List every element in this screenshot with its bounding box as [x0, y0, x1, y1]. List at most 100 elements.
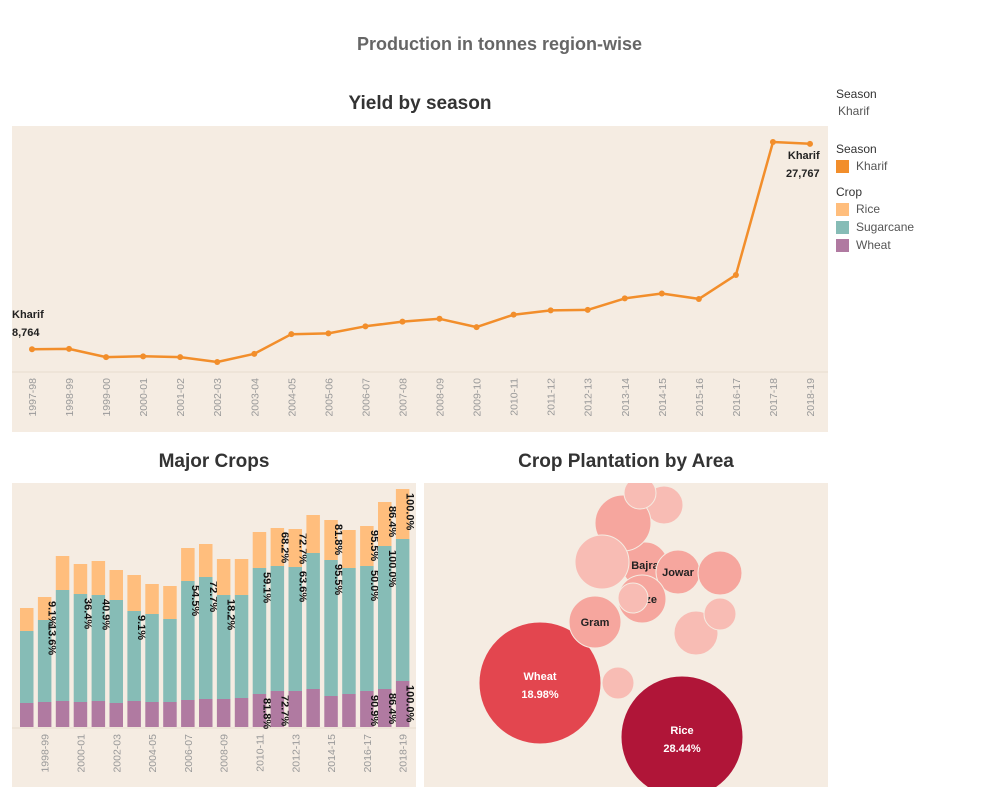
legend-item-wheat[interactable]: Wheat: [836, 238, 914, 252]
yield-point: [140, 353, 147, 360]
yield-point: [399, 318, 406, 325]
bar-segment-sugarcane: [360, 566, 374, 691]
yield-x-tick-label: 2008-09: [435, 378, 447, 417]
yield-point: [473, 324, 480, 331]
bar-x-tick-label: 2004-05: [147, 734, 159, 773]
bar-data-label: 81.8%: [332, 524, 344, 555]
bar-data-label: 72.7%: [296, 533, 308, 564]
bar-segment-sugarcane: [234, 595, 249, 698]
yield-x-tick-label: 2004-05: [286, 378, 298, 417]
yield-point: [621, 295, 628, 302]
bar-segment-wheat: [270, 691, 285, 727]
bar-segment-sugarcane: [127, 611, 141, 701]
bar-data-label: 18.2%: [225, 599, 237, 630]
yield-x-tick-label: 2006-07: [360, 378, 372, 417]
bubble-circle: [623, 476, 657, 510]
bubble-circle: [703, 597, 737, 631]
bar-x-tick-label: 2016-17: [362, 734, 374, 773]
yield-point: [325, 330, 332, 337]
yield-x-tick-label: 2012-13: [583, 378, 595, 417]
bubble-circle: [568, 595, 622, 649]
legend-panel: Season Kharif Season Kharif Crop Rice Su…: [836, 87, 914, 256]
bubble-unlabeled: [601, 666, 635, 700]
yield-end-value: 27,767: [786, 168, 820, 180]
bar-segment-rice: [163, 586, 177, 619]
bar-segment-sugarcane: [324, 560, 338, 696]
bubble-label: Jowar: [662, 567, 695, 579]
yield-x-tick-label: 2011-12: [546, 378, 558, 416]
yield-x-tick-label: 2001-02: [175, 378, 187, 417]
yield-point: [732, 271, 739, 278]
bar-segment-sugarcane: [91, 595, 106, 701]
bar-segment-sugarcane: [216, 595, 231, 699]
bar-segment-sugarcane: [270, 566, 285, 691]
major-crops-bar-chart: 13.6%9.1% 36.4% 40.9% 9.1%54.5% 72.7%18.2%81…: [12, 489, 416, 773]
bar-data-label: 36.4%: [81, 598, 93, 629]
bar-segment-wheat: [252, 694, 267, 727]
bar-data-label: 95.5%: [368, 530, 380, 561]
bubble-value: 28.44%: [663, 743, 701, 755]
bar-segment-rice: [37, 597, 52, 620]
bar-segment-wheat: [199, 699, 213, 727]
bar-data-label: 86.4%: [386, 693, 398, 724]
legend-label-rice: Rice: [856, 202, 881, 216]
bar-segment-wheat: [342, 694, 356, 727]
yield-x-tick-label: 2016-17: [731, 378, 743, 417]
bar-segment-wheat: [288, 691, 302, 727]
season-legend-title: Season: [836, 142, 877, 156]
legend-item-kharif[interactable]: Kharif: [836, 159, 914, 173]
bar-x-tick-label: 2008-09: [219, 734, 231, 773]
bar-data-label: 72.7%: [207, 581, 219, 612]
season-filter-value[interactable]: Kharif: [838, 104, 870, 118]
bubble-chart-title: Crop Plantation by Area: [518, 451, 734, 472]
bar-segment-sugarcane: [55, 590, 70, 701]
bar-segment-wheat: [378, 689, 392, 727]
bar-segment-rice: [199, 544, 213, 577]
bar-segment-sugarcane: [199, 577, 213, 699]
bar-segment-wheat: [145, 702, 159, 727]
yield-x-tick-label: 2013-14: [620, 378, 632, 417]
yield-x-tick-label: 2000-01: [138, 378, 150, 417]
yield-x-tick-label: 2003-04: [249, 378, 261, 417]
bar-segment-rice: [342, 530, 356, 568]
legend-swatch-sugarcane: [836, 220, 849, 234]
legend-swatch-rice: [836, 202, 849, 216]
yield-start-name: Kharif: [12, 309, 44, 321]
bar-segment-wheat: [91, 701, 106, 727]
yield-point: [510, 311, 517, 318]
yield-start-value: 8,764: [12, 327, 40, 339]
bar-segment-rice: [395, 489, 410, 539]
bubble-unlabeled: [617, 582, 649, 614]
yield-point: [547, 307, 554, 314]
bar-data-label: 100.0%: [386, 550, 398, 588]
bar-segment-sugarcane: [378, 546, 392, 689]
bar-data-label: 72.7%: [278, 695, 290, 726]
bar-segment-wheat: [181, 700, 195, 727]
legend-item-sugarcane[interactable]: Sugarcane: [836, 220, 914, 234]
yield-point: [66, 345, 73, 352]
yield-x-tick-label: 2010-11: [509, 378, 521, 416]
bar-segment-rice: [252, 532, 267, 568]
bar-segment-wheat: [55, 701, 70, 727]
bar-segment-wheat: [163, 702, 177, 727]
bar-segment-rice: [109, 570, 123, 600]
bar-x-tick-label: 2018-19: [398, 734, 410, 773]
bar-segment-sugarcane: [37, 620, 52, 702]
bar-segment-wheat: [109, 703, 123, 727]
bar-segment-rice: [234, 559, 249, 595]
bar-data-label: 9.1%: [135, 615, 147, 640]
bubble-unlabeled: [703, 597, 737, 631]
bar-segment-rice: [73, 564, 88, 594]
yield-series-line: [31, 140, 811, 364]
legend-item-rice[interactable]: Rice: [836, 202, 914, 216]
bubble-unlabeled: [574, 534, 630, 590]
bar-segment-sugarcane: [288, 567, 302, 691]
bar-segment-rice: [324, 520, 338, 560]
bar-segment-rice: [145, 584, 159, 614]
bubble-rice: Rice 28.44%: [620, 675, 744, 799]
legend-label-wheat: Wheat: [856, 238, 891, 252]
bar-data-label: 50.0%: [368, 570, 380, 601]
bar-segment-rice: [20, 608, 34, 631]
